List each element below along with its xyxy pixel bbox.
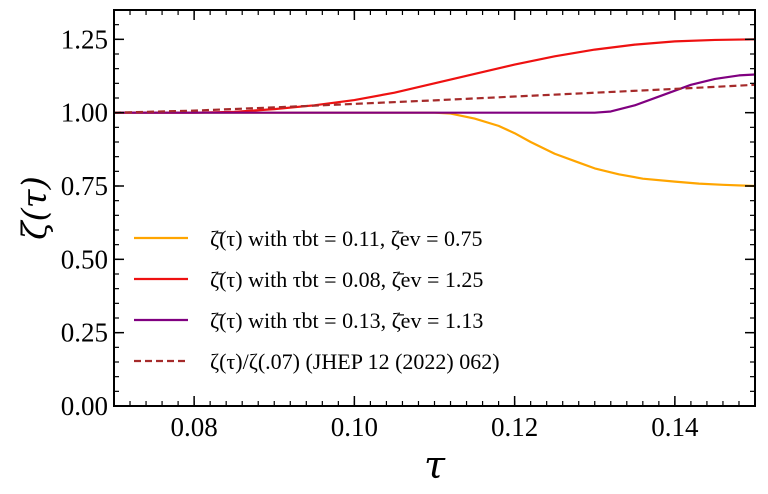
x-tick-label: 0.14 — [651, 412, 699, 442]
legend: ζ̄(τ) with τbt = 0.11, ζ̄ev = 0.75 ζ̄(τ) … — [134, 226, 500, 374]
x-axis-label: τ — [424, 443, 446, 487]
y-tick-label: 0.75 — [61, 171, 108, 201]
legend-label-1: ζ̄(τ) with τbt = 0.11, ζ̄ev = 0.75 — [210, 226, 483, 251]
series-line-2 — [114, 38, 755, 114]
series-line-3 — [114, 73, 755, 114]
y-tick-label: 0.25 — [61, 318, 108, 348]
x-tick-label: 0.12 — [491, 412, 538, 442]
legend-label-4: ζ(τ)/ζ(.07) (JHEP 12 (2022) 062) — [210, 349, 500, 374]
series-line-1 — [114, 111, 755, 188]
y-tick-label: 0.00 — [61, 391, 108, 421]
legend-label-2: ζ̄(τ) with τbt = 0.08, ζ̄ev = 1.25 — [210, 267, 483, 292]
y-tick-label: 0.50 — [61, 244, 108, 274]
plot-frame — [113, 9, 756, 407]
y-tick-label: 1.25 — [61, 24, 108, 54]
y-tick-label: 1.00 — [61, 98, 108, 128]
series-layer — [114, 38, 755, 188]
ticks-layer: 0.08 0.10 0.12 0.14 0.00 0.25 0.50 0.75 1.00 1.25 — [61, 9, 756, 442]
x-tick-label: 0.10 — [331, 412, 378, 442]
series-line-4 — [114, 83, 755, 114]
legend-label-3: ζ̄(τ) with τbt = 0.13, ζ̄ev = 1.13 — [210, 308, 483, 333]
y-axis-label: ζ(τ) — [15, 176, 55, 240]
x-tick-label: 0.08 — [171, 412, 218, 442]
